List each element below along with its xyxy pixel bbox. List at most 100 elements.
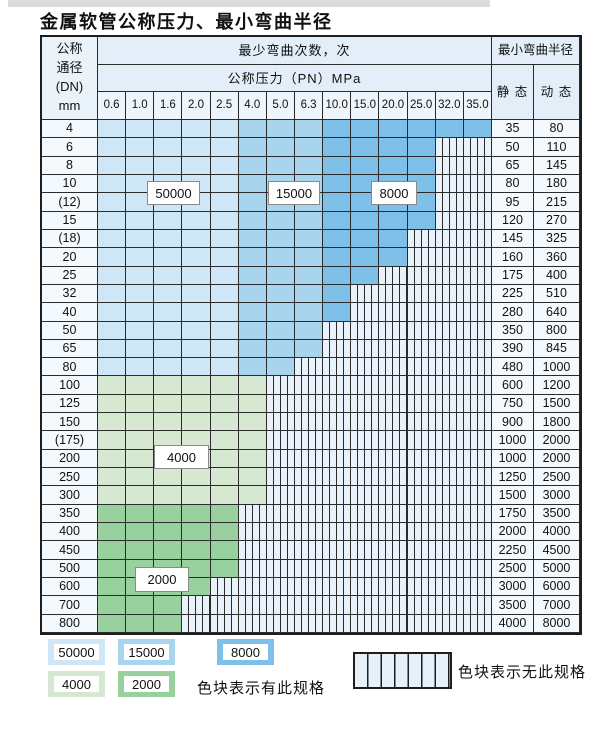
no-spec-cell [435, 174, 464, 194]
no-spec-cell [351, 468, 380, 487]
spec-cell [98, 303, 127, 322]
spec-cell [154, 596, 183, 615]
no-spec-cell [435, 578, 464, 597]
dn-cell: 40 [42, 303, 98, 322]
no-spec-cell [435, 394, 464, 414]
no-spec-cell [379, 284, 408, 304]
spec-cell [266, 303, 295, 322]
no-spec-cell [266, 614, 295, 633]
no-spec-cell [323, 578, 352, 597]
dynamic-radius-cell: 1200 [533, 376, 580, 395]
no-spec-cell [435, 486, 464, 505]
bend-cycles-header: 最少弯曲次数，次 [98, 37, 492, 65]
spec-cell [182, 321, 211, 340]
spec-cell [154, 358, 183, 377]
pressure-col-header-35.0: 35.0 [463, 92, 492, 120]
spec-cell [238, 266, 267, 285]
spec-cell [210, 156, 239, 175]
spec-cell [98, 174, 127, 194]
static-radius-cell: 350 [491, 321, 534, 340]
spec-cell [182, 376, 211, 395]
dynamic-radius-cell: 110 [533, 138, 580, 157]
no-spec-cell [266, 376, 295, 395]
spec-cell [154, 504, 183, 524]
no-spec-cell [351, 523, 380, 542]
no-spec-cell [379, 431, 408, 450]
dn-header-line: 公称 [56, 41, 83, 57]
spec-cell [238, 486, 267, 505]
spec-cell [98, 120, 127, 139]
spec-cell [210, 138, 239, 157]
spec-cell [98, 504, 127, 524]
no-spec-cell [351, 559, 380, 579]
static-radius-cell: 175 [491, 266, 534, 285]
static-radius-cell: 280 [491, 303, 534, 322]
spec-cell [98, 138, 127, 157]
spec-cell [210, 504, 239, 524]
spec-cell [294, 266, 324, 285]
no-spec-cell [463, 229, 492, 249]
no-spec-cell [351, 486, 380, 505]
no-spec-cell [238, 541, 267, 560]
spec-cell [210, 541, 239, 560]
spec-cell [98, 468, 127, 487]
dynamic-radius-cell: 4000 [533, 523, 580, 542]
no-spec-cell [266, 523, 295, 542]
dynamic-radius-cell: 270 [533, 211, 580, 230]
pressure-col-header-1.6: 1.6 [154, 92, 183, 120]
no-spec-cell [435, 504, 464, 524]
no-spec-cell [379, 266, 408, 285]
spec-cell [182, 413, 211, 432]
spec-cell [98, 486, 127, 505]
no-spec-cell [351, 303, 380, 322]
spec-cell [182, 211, 211, 230]
no-spec-cell [323, 468, 352, 487]
spec-cell [154, 248, 183, 267]
no-spec-cell [210, 596, 239, 615]
dynamic-radius-cell: 215 [533, 193, 580, 212]
cycle-count-label-2000: 2000 [135, 567, 189, 592]
no-spec-cell [238, 523, 267, 542]
dn-cell: 80 [42, 358, 98, 377]
spec-cell [238, 303, 267, 322]
spec-cell [182, 394, 211, 414]
spec-cell [154, 303, 183, 322]
spec-cell [407, 138, 436, 157]
cycle-count-label-15000: 15000 [268, 181, 320, 205]
spec-cell [98, 578, 127, 597]
dynamic-radius-cell: 360 [533, 248, 580, 267]
no-spec-cell [407, 303, 436, 322]
pressure-col-header-10.0: 10.0 [323, 92, 352, 120]
dynamic-radius-cell: 180 [533, 174, 580, 194]
spec-cell [126, 614, 155, 633]
dynamic-radius-cell: 325 [533, 229, 580, 249]
spec-cell [154, 486, 183, 505]
no-spec-cell [323, 523, 352, 542]
pressure-col-header-4.0: 4.0 [238, 92, 267, 120]
spec-cell [294, 229, 324, 249]
no-spec-cell [238, 578, 267, 597]
no-spec-cell [266, 504, 295, 524]
spec-cell [126, 303, 155, 322]
no-spec-cell [463, 266, 492, 285]
no-spec-cell [323, 358, 352, 377]
spec-cell [463, 120, 492, 139]
no-spec-cell [379, 541, 408, 560]
dn-cell: (18) [42, 229, 98, 249]
dn-cell: 32 [42, 284, 98, 304]
no-spec-cell [407, 504, 436, 524]
no-spec-cell [323, 614, 352, 633]
no-spec-cell [323, 504, 352, 524]
no-spec-cell [463, 358, 492, 377]
spec-cell [98, 394, 127, 414]
spec-cell [126, 431, 155, 450]
no-spec-cell [323, 394, 352, 414]
no-spec-cell [266, 468, 295, 487]
pressure-col-header-32.0: 32.0 [435, 92, 464, 120]
no-spec-cell [323, 376, 352, 395]
spec-cell [210, 248, 239, 267]
no-spec-cell [294, 559, 324, 579]
dn-cell: 15 [42, 211, 98, 230]
no-spec-cell [294, 614, 324, 633]
spec-cell [266, 156, 295, 175]
